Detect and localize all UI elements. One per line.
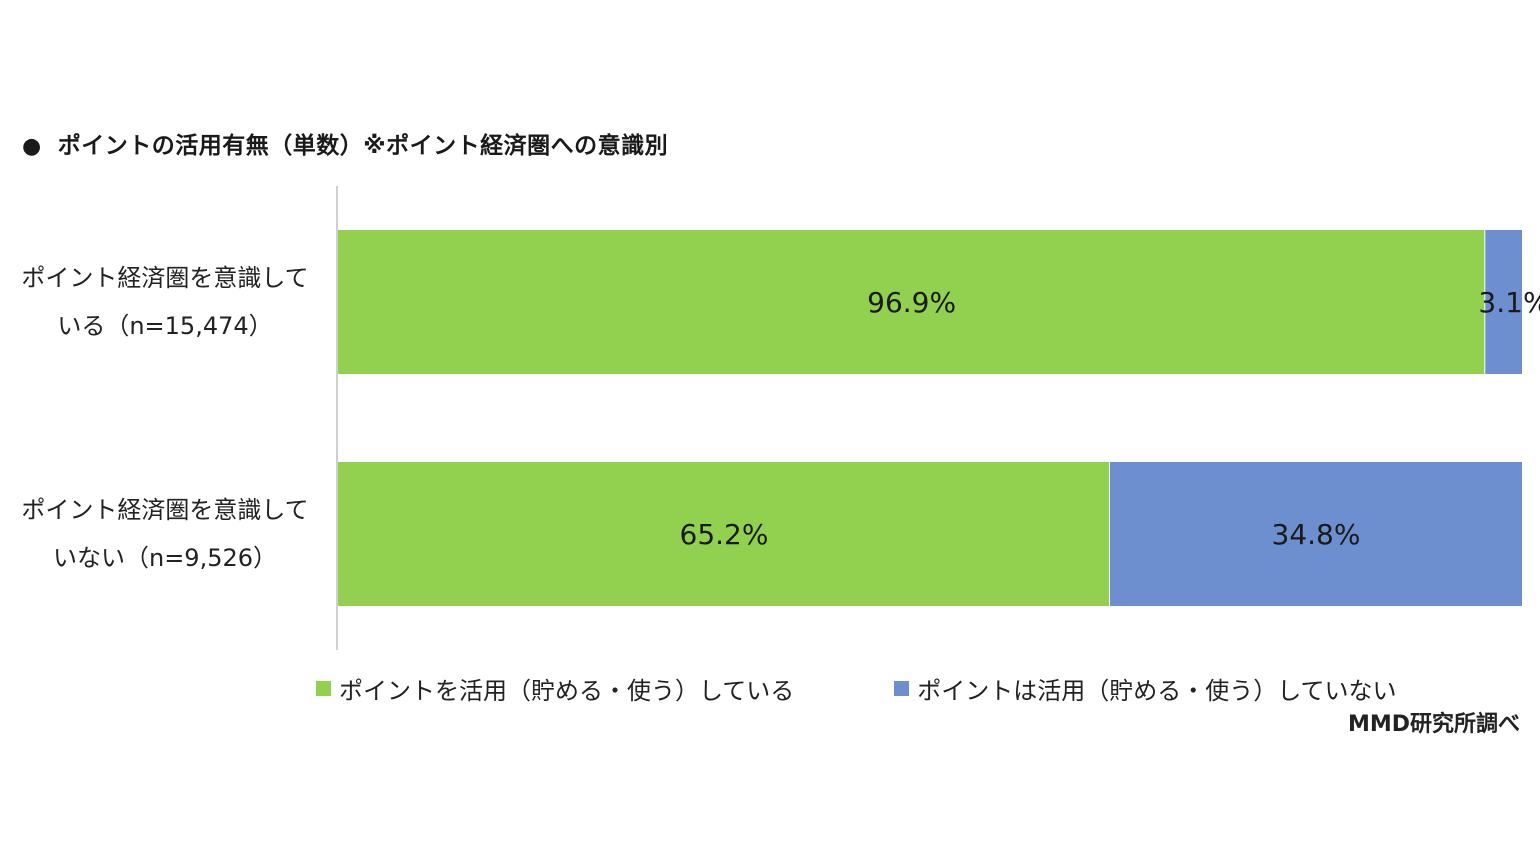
legend-label-used: ポイントを活用（貯める・使う）している [339, 676, 795, 705]
legend: ポイントを活用（貯める・使う）している ポイントは活用（貯める・使う）していない [316, 668, 1397, 708]
source-note: MMD研究所調べ [1347, 712, 1520, 737]
bar-aware-not-used [1485, 230, 1522, 374]
category-label-unaware: ポイント経済圏を意識して いない（n=9,526） [21, 496, 309, 572]
title-text: ポイントの活用有無（単数）※ポイント経済圏への意識別 [57, 133, 669, 159]
data-label-aware-not-used: 3.1% [1478, 286, 1540, 319]
legend-item-used: ポイントを活用（貯める・使う）している [316, 671, 794, 706]
bar-aware-used [338, 230, 1485, 374]
legend-item-not-used: ポイントは活用（貯める・使う）していない [894, 671, 1397, 706]
legend-label-not-used: ポイントは活用（貯める・使う）していない [917, 676, 1397, 705]
bar-unaware-not-used [1109, 462, 1522, 606]
data-label-unaware-used: 65.2% [680, 518, 769, 551]
data-label-aware-used: 96.9% [867, 286, 956, 319]
category-label-aware: ポイント経済圏を意識して いる（n=15,474） [21, 264, 309, 340]
data-label-unaware-not-used: 34.8% [1272, 518, 1361, 551]
title-bullet: ● [22, 134, 42, 159]
chart-title: ● ポイントの活用有無（単数）※ポイント経済圏への意識別 [22, 126, 668, 160]
legend-swatch-used [316, 680, 331, 696]
bar-unaware-used [338, 462, 1109, 606]
legend-swatch-not-used [894, 680, 910, 696]
